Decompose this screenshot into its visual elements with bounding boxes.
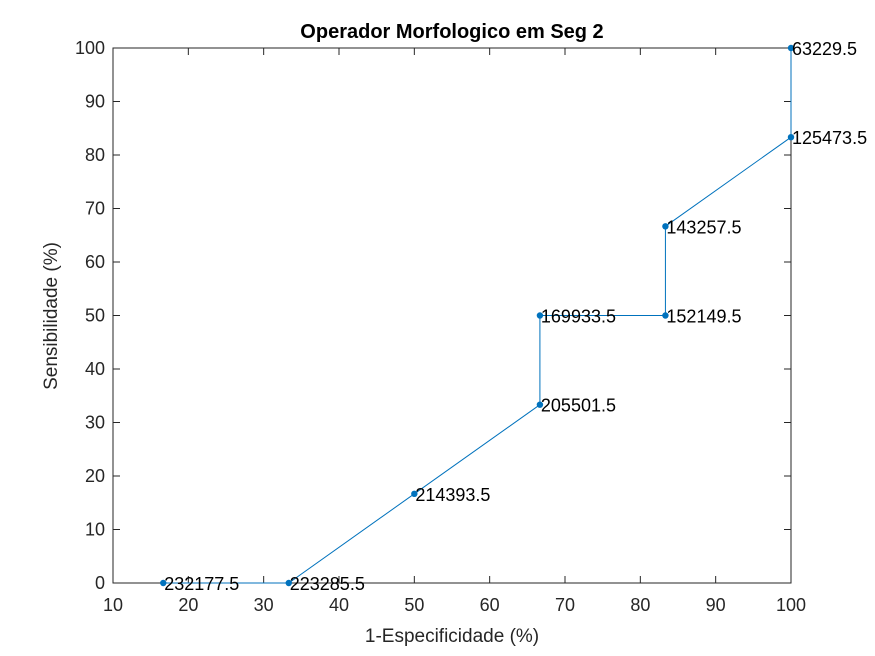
x-tick-label: 80 <box>630 595 650 615</box>
x-tick-label: 30 <box>254 595 274 615</box>
y-tick-label: 90 <box>85 92 105 112</box>
x-tick-label: 90 <box>706 595 726 615</box>
y-tick-label: 20 <box>85 466 105 486</box>
data-point <box>536 401 544 408</box>
y-tick-label: 100 <box>75 38 105 58</box>
data-label: 205501.5 <box>541 396 616 416</box>
y-tick-label: 0 <box>95 573 105 593</box>
x-tick-label: 60 <box>480 595 500 615</box>
data-point <box>536 312 544 319</box>
data-label: 125473.5 <box>792 128 867 148</box>
y-tick-label: 40 <box>85 359 105 379</box>
y-axis-label: Sensibilidade (%) <box>41 242 62 390</box>
data-label: 223285.5 <box>290 574 365 594</box>
x-tick-label: 50 <box>404 595 424 615</box>
y-tick-label: 50 <box>85 306 105 326</box>
series-layer <box>160 44 795 587</box>
ticks: 10 20 30 40 50 60 70 80 90 1000102030405060708090… <box>75 38 806 615</box>
x-tick-label: 70 <box>555 595 575 615</box>
data-label: 143257.5 <box>666 217 741 237</box>
x-tick-label: 10 <box>103 595 123 615</box>
plot-area <box>112 47 792 584</box>
data-point <box>160 579 167 587</box>
data-label: 232177.5 <box>164 574 239 594</box>
x-tick-label: 40 <box>329 595 349 615</box>
data-point <box>285 579 292 587</box>
data-label: 214393.5 <box>415 485 490 505</box>
chart-title: Operador Morfologico em Seg 2 <box>300 21 603 43</box>
data-point <box>411 490 418 498</box>
data-label: 63229.5 <box>792 39 857 59</box>
data-label: 169933.5 <box>541 307 616 327</box>
data-point <box>662 223 669 230</box>
x-tick-label: 100 <box>776 595 806 615</box>
data-point <box>787 44 795 52</box>
x-tick-label: 20 <box>178 595 198 615</box>
y-tick-label: 10 <box>85 520 105 540</box>
x-axis-label: 1-Especificidade (%) <box>365 626 539 647</box>
y-tick-label: 70 <box>85 199 105 219</box>
data-label: 152149.5 <box>666 307 741 327</box>
y-tick-label: 30 <box>85 413 105 433</box>
y-tick-label: 60 <box>85 252 105 272</box>
data-labels: 232177.5 223285.5 214393.5 205501.5 169933.5… <box>164 39 867 594</box>
y-tick-label: 80 <box>85 145 105 165</box>
data-point <box>662 312 669 319</box>
data-point <box>787 133 795 141</box>
